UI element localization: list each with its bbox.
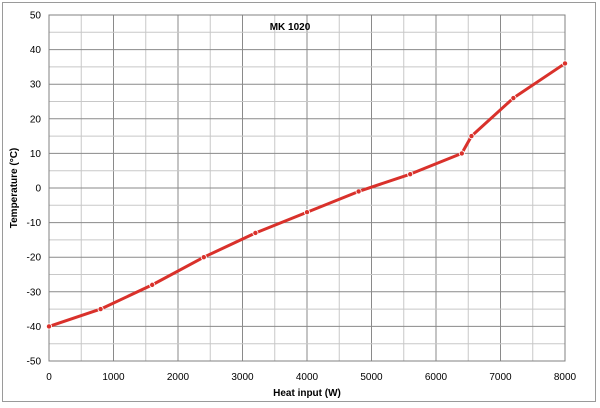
data-point <box>97 306 104 313</box>
data-point <box>562 60 569 67</box>
x-tick-label: 8000 <box>554 372 577 383</box>
y-tick-label: 10 <box>30 149 42 160</box>
data-point <box>303 209 310 216</box>
x-tick-label: 0 <box>46 372 52 383</box>
data-point <box>407 171 414 178</box>
x-tick-label: 6000 <box>425 372 448 383</box>
y-tick-label: -50 <box>27 357 42 368</box>
y-tick-label: -20 <box>27 253 42 264</box>
y-tick-label: 50 <box>30 11 42 22</box>
x-tick-label: 2000 <box>167 372 190 383</box>
data-point <box>458 150 465 157</box>
y-tick-label: -40 <box>27 322 42 333</box>
data-point <box>149 281 156 288</box>
chart-title: MK 1020 <box>270 22 311 33</box>
x-axis-ticks: 0 1000 2000 3000 4000 5000 6000 7000 8000 <box>46 372 576 383</box>
data-point <box>46 323 53 330</box>
x-tick-label: 7000 <box>489 372 512 383</box>
y-tick-label: 40 <box>30 45 42 56</box>
x-axis-title: Heat input (W) <box>273 388 341 399</box>
data-point <box>355 188 362 195</box>
data-point <box>468 133 475 140</box>
y-axis-ticks: 50 40 30 20 10 0 -10 -20 -30 -40 -50 <box>27 11 42 368</box>
y-tick-label: 30 <box>30 80 42 91</box>
grid <box>48 14 566 362</box>
data-point <box>510 95 517 102</box>
chart-container: 50 40 30 20 10 0 -10 -20 -30 -40 -50 0 1000 2000 3000… <box>2 2 596 402</box>
x-tick-label: 3000 <box>231 372 254 383</box>
x-tick-label: 4000 <box>296 372 319 383</box>
x-tick-label: 1000 <box>102 372 125 383</box>
y-tick-label: -30 <box>27 287 42 298</box>
y-tick-label: 0 <box>35 184 41 195</box>
x-tick-label: 5000 <box>360 372 383 383</box>
y-tick-label: -10 <box>27 218 42 229</box>
y-tick-label: 20 <box>30 114 42 125</box>
data-point <box>200 254 207 261</box>
data-point <box>252 229 259 236</box>
y-axis-title: Temperature (°C) <box>9 148 20 229</box>
plot-area-border <box>48 14 566 362</box>
series-line <box>47 61 567 328</box>
series-layer <box>46 60 569 330</box>
line-chart: 50 40 30 20 10 0 -10 -20 -30 -40 -50 0 1000 2000 3000… <box>9 11 577 400</box>
